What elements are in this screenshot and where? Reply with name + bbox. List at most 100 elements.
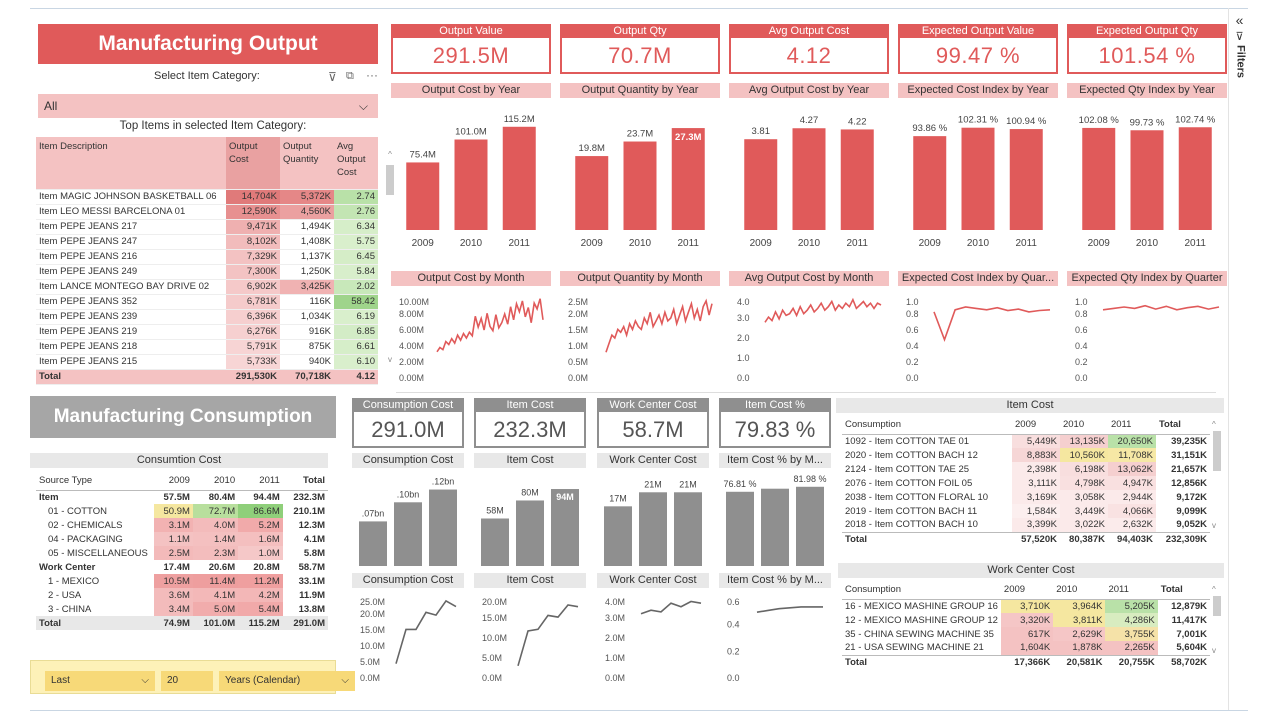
- chart-bar[interactable]: [674, 492, 702, 566]
- chart-bar[interactable]: [761, 488, 789, 566]
- table-row[interactable]: 2124 - Item COTTON TAE 25 2,398K 6,198K 13,…: [842, 462, 1210, 476]
- table-row[interactable]: 01 - COTTON 50.9M 72.7M 86.6M 210.1M: [36, 504, 328, 518]
- table-row[interactable]: 05 - MISCELLANEOUS 2.5M 2.3M 1.0M 5.8M: [36, 546, 328, 560]
- table-row[interactable]: 12 - MEXICO MASHINE GROUP 12 3,320K 3,811K…: [842, 613, 1210, 627]
- table-row[interactable]: 2 - USA 3.6M 4.1M 4.2M 11.9M: [36, 588, 328, 602]
- slicer-unit-dropdown[interactable]: Years (Calendar) ⌵: [219, 671, 355, 691]
- table-row[interactable]: 35 - CHINA SEWING MACHINE 35 617K 2,629K 3,…: [842, 627, 1210, 641]
- chart-bar[interactable]: [639, 492, 667, 566]
- table-row[interactable]: 2019 - Item COTTON BACH 11 1,584K 3,449K 4,…: [842, 504, 1210, 518]
- table-row[interactable]: 21 - USA SEWING MACHINE 21 1,604K 1,878K 2,…: [842, 641, 1210, 655]
- col-header[interactable]: Consumption: [845, 584, 901, 596]
- series-line[interactable]: [605, 298, 713, 353]
- series-line[interactable]: [395, 599, 457, 664]
- chart-bar[interactable]: [502, 126, 536, 230]
- col-header[interactable]: Consumption: [845, 419, 901, 431]
- col-header[interactable]: 2010: [1056, 584, 1078, 596]
- col-header[interactable]: Avg Output Cost: [334, 137, 378, 190]
- table-row[interactable]: Item PEPE JEANS 215 5,733K 940K 6.10: [36, 354, 378, 370]
- series-line[interactable]: [1102, 304, 1220, 311]
- table-row[interactable]: Item PEPE JEANS 218 5,791K 875K 6.61: [36, 339, 378, 355]
- chart-bar[interactable]: [604, 506, 632, 566]
- chart-bar[interactable]: [671, 128, 705, 230]
- table-row[interactable]: Item PEPE JEANS 249 7,300K 1,250K 5.84: [36, 264, 378, 280]
- chart-bar[interactable]: [394, 502, 422, 566]
- table-row[interactable]: Item PEPE JEANS 219 6,276K 916K 6.85: [36, 324, 378, 340]
- chart-bar[interactable]: [796, 486, 824, 566]
- chart-bar[interactable]: [454, 139, 488, 230]
- table-row[interactable]: 1 - MEXICO 10.5M 11.4M 11.2M 33.1M: [36, 574, 328, 588]
- col-header[interactable]: Item Description: [36, 137, 226, 190]
- chart-bar[interactable]: [406, 162, 440, 230]
- table-row[interactable]: 16 - MEXICO MASHINE GROUP 16 3,710K 3,964K…: [842, 599, 1210, 613]
- chart-bar[interactable]: [1130, 130, 1164, 230]
- chart-bar[interactable]: [575, 156, 609, 230]
- table-row[interactable]: 02 - CHEMICALS 3.1M 4.0M 5.2M 12.3M: [36, 518, 328, 532]
- chart-bar[interactable]: [726, 491, 754, 566]
- filter-visual-icon[interactable]: ⊽: [328, 70, 337, 84]
- chart-bar[interactable]: [359, 521, 387, 566]
- col-header[interactable]: 2011: [259, 475, 280, 487]
- chart-bar[interactable]: [961, 127, 995, 230]
- col-header[interactable]: Output Cost: [226, 137, 280, 190]
- category-dropdown[interactable]: All ⌵: [38, 94, 378, 118]
- col-header[interactable]: Source Type: [39, 475, 93, 487]
- table-row[interactable]: Item LANCE MONTEGO BAY DRIVE 02 6,902K 3,4…: [36, 279, 378, 295]
- col-header[interactable]: Total: [1158, 419, 1181, 431]
- col-header[interactable]: 2009: [168, 475, 190, 487]
- collapse-icon[interactable]: «: [1235, 12, 1244, 28]
- table-row[interactable]: Item PEPE JEANS 247 8,102K 1,408K 5.75: [36, 234, 378, 250]
- table-row[interactable]: Item MAGIC JOHNSON BASKETBALL 06 14,704K 5…: [36, 189, 378, 205]
- chart-bar[interactable]: [516, 500, 544, 566]
- series-line[interactable]: [640, 600, 702, 615]
- col-header[interactable]: Total: [303, 475, 325, 487]
- table-row[interactable]: 2076 - Item COTTON FOIL 05 3,111K 4,798K 4,…: [842, 476, 1210, 490]
- chart-bar[interactable]: [840, 129, 874, 230]
- series-line[interactable]: [933, 306, 1051, 343]
- col-header[interactable]: 2009: [1003, 584, 1026, 596]
- table-row[interactable]: Item PEPE JEANS 352 6,781K 116K 58.42: [36, 294, 378, 310]
- more-options-icon[interactable]: ···: [366, 68, 378, 82]
- chart-bar[interactable]: [623, 141, 657, 230]
- table-row[interactable]: Item PEPE JEANS 239 6,396K 1,034K 6.19: [36, 309, 378, 325]
- table-row[interactable]: Item 57.5M 80.4M 94.4M 232.3M: [36, 490, 328, 504]
- table-row[interactable]: 2020 - Item COTTON BACH 12 8,883K 10,560K 1…: [842, 448, 1210, 462]
- series-line[interactable]: [436, 298, 544, 353]
- col-header[interactable]: Output Quantity: [280, 137, 334, 190]
- series-line[interactable]: [756, 606, 823, 613]
- table-row[interactable]: 1092 - Item COTTON TAE 01 5,449K 13,135K 20…: [842, 434, 1210, 448]
- table-row[interactable]: 2038 - Item COTTON FLORAL 10 3,169K 3,058K…: [842, 490, 1210, 504]
- col-header[interactable]: 2011: [1110, 419, 1132, 431]
- table-row[interactable]: 2018 - Item COTTON BACH 10 3,399K 3,022K 2,…: [842, 518, 1210, 532]
- item-cost-scrollbar[interactable]: ^ v: [1212, 420, 1222, 538]
- chart-bar[interactable]: [1082, 127, 1116, 230]
- slicer-mode-dropdown[interactable]: Last ⌵: [45, 671, 155, 691]
- work-center-scrollbar[interactable]: ^ v: [1212, 585, 1222, 665]
- series-line[interactable]: [764, 297, 882, 323]
- col-header[interactable]: 2010: [1062, 419, 1085, 431]
- table-scrollbar[interactable]: ^ v: [386, 150, 394, 364]
- col-header[interactable]: 2010: [213, 475, 236, 487]
- chart-bar[interactable]: [1009, 129, 1043, 230]
- slicer-count-input[interactable]: 20: [161, 671, 213, 691]
- chart-bar[interactable]: [1178, 127, 1212, 230]
- chart-bar[interactable]: [429, 489, 457, 566]
- focus-mode-icon[interactable]: ⧉: [346, 70, 354, 82]
- chart-bar[interactable]: [913, 136, 947, 230]
- chart-bar[interactable]: [744, 139, 778, 230]
- chart-bar[interactable]: [481, 518, 509, 566]
- col-header[interactable]: 2009: [1015, 419, 1037, 431]
- chart-bar[interactable]: [792, 128, 826, 230]
- col-header[interactable]: 2011: [1108, 584, 1129, 596]
- col-header[interactable]: Total: [1160, 584, 1183, 596]
- table-row[interactable]: Item LEO MESSI BARCELONA 01 12,590K 4,560K…: [36, 204, 378, 220]
- filters-pane[interactable]: « ⊽ Filters: [1228, 8, 1250, 710]
- table-row[interactable]: 04 - PACKAGING 1.1M 1.4M 1.6M 4.1M: [36, 532, 328, 546]
- table-row[interactable]: Total 74.9M 101.0M 115.2M 291.0M: [36, 616, 328, 630]
- series-line[interactable]: [517, 604, 579, 667]
- table-row[interactable]: Work Center 17.4M 20.6M 20.8M 58.7M: [36, 560, 328, 574]
- table-row[interactable]: Item PEPE JEANS 216 7,329K 1,137K 6.45: [36, 249, 378, 265]
- table-row[interactable]: Item PEPE JEANS 217 9,471K 1,494K 6.34: [36, 219, 378, 235]
- chart-bar[interactable]: [551, 489, 579, 566]
- table-row[interactable]: 3 - CHINA 3.4M 5.0M 5.4M 13.8M: [36, 602, 328, 616]
